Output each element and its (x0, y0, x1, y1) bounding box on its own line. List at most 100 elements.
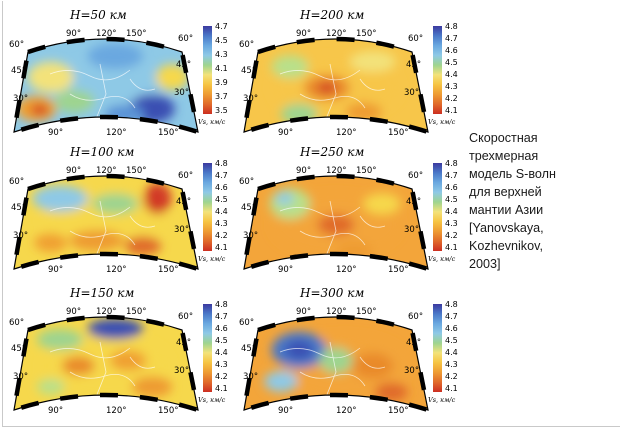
colorbar-tick: 4.5 (215, 194, 228, 204)
lat-label-left: 45° (11, 344, 27, 354)
lat-label-left: 60° (239, 177, 255, 187)
lon-label-top: 120° (326, 307, 347, 317)
lon-label-top: 90° (296, 29, 312, 39)
colorbar-tick: 4.3 (215, 359, 228, 369)
boundary-lines (49, 63, 156, 120)
boundary-lines (279, 63, 386, 120)
lat-label-right: 60° (178, 171, 194, 181)
velocity-anomaly (104, 104, 145, 124)
lat-label-right: 30° (174, 366, 190, 376)
velocity-anomaly (352, 352, 394, 379)
colorbar-tick: 4.2 (215, 230, 228, 240)
lon-label-bottom: 90° (48, 406, 64, 416)
lon-label-bottom: 120° (106, 406, 127, 416)
velocity-anomaly (363, 193, 401, 215)
lat-label-right: 30° (174, 225, 190, 235)
colorbar-tick: 3.5 (215, 105, 228, 115)
figure-frame (2, 1, 620, 427)
lat-label-left: 60° (239, 318, 255, 328)
colorbar-tick: 4.2 (445, 371, 458, 381)
colorbar-tick: 4.8 (215, 300, 228, 309)
colorbar-unit: Vs, км/с (198, 396, 226, 404)
lat-label-left: 30° (243, 372, 259, 382)
lon-label-bottom: 150° (158, 406, 179, 416)
caption-line: 2003] (469, 257, 501, 271)
velocity-anomaly (143, 182, 172, 215)
graticule-frame (241, 36, 431, 136)
velocity-anomaly (37, 378, 65, 395)
colorbar-tick: 4.2 (215, 371, 228, 381)
caption-line: трехмерная (469, 149, 539, 163)
lon-label-top: 120° (326, 166, 347, 176)
caption-line: мантии Азии (469, 203, 544, 217)
colorbar (433, 304, 442, 392)
lat-label-left: 60° (239, 40, 255, 50)
lon-label-bottom: 90° (278, 406, 294, 416)
velocity-anomaly (345, 102, 382, 122)
lon-label-top: 120° (96, 29, 117, 39)
velocity-anomaly (285, 340, 313, 360)
velocity-map (11, 36, 201, 136)
lat-label-left: 30° (13, 231, 29, 241)
colorbar-tick: 3.7 (215, 91, 228, 101)
map-panel-p250: H=250 км 90° 120° 150° 90° 120° 150° 60° 45° 30° 6… (238, 145, 458, 285)
colorbar-tick: 4.8 (445, 300, 458, 309)
colorbar-tick: 4.4 (215, 206, 228, 216)
colorbar-tick: 3.9 (215, 77, 228, 87)
lon-label-bottom: 90° (48, 128, 64, 138)
velocity-anomaly (317, 214, 355, 236)
lat-label-right: 30° (404, 88, 420, 98)
lon-label-top: 90° (66, 307, 82, 317)
panel-title: H=100 км (70, 145, 135, 159)
lon-label-top: 150° (356, 307, 377, 317)
panel-title: H=150 км (70, 286, 135, 300)
lat-label-right: 30° (404, 366, 420, 376)
colorbar-tick: 4.5 (445, 194, 458, 204)
lon-label-bottom: 120° (336, 406, 357, 416)
colorbar-tick: 4.5 (445, 57, 458, 67)
colorbar-tick: 4.7 (215, 311, 228, 321)
graticule-frame (11, 173, 201, 273)
map-panel-p50: H=50 км 90° 120° 150° 90° 120° 150° 60° 45° 30° 60… (8, 8, 228, 148)
colorbar-tick: 4.6 (445, 45, 458, 55)
caption-line: модель S-волн (469, 167, 556, 181)
colorbar-tick: 4.7 (215, 170, 228, 180)
colorbar-tick: 4.4 (445, 206, 458, 216)
map-panel-p100: H=100 км 90° 120° 150° 90° 120° 150° 60° 45° 30° 6… (8, 145, 228, 285)
lon-label-top: 150° (126, 29, 147, 39)
lat-label-left: 45° (241, 66, 257, 76)
boundary-lines (49, 200, 156, 257)
lat-label-right: 30° (404, 225, 420, 235)
lat-label-left: 60° (9, 177, 25, 187)
colorbar-tick: 4.8 (445, 22, 458, 31)
caption-line: Скоростная (469, 131, 538, 145)
velocity-anomaly (27, 61, 74, 93)
lat-label-right: 60° (408, 34, 424, 44)
colorbar-tick: 4.1 (445, 383, 458, 393)
lon-label-top: 150° (356, 166, 377, 176)
lon-label-bottom: 150° (158, 265, 179, 275)
lon-label-top: 150° (126, 307, 147, 317)
map-panel-p150: H=150 км 90° 120° 150° 90° 120° 150° 60° 45° 30° 6… (8, 286, 228, 426)
velocity-anomaly (87, 318, 143, 340)
velocity-anomaly (317, 82, 336, 93)
lon-label-bottom: 90° (48, 265, 64, 275)
colorbar-tick: 4.5 (215, 335, 228, 345)
colorbar-tick: 4.6 (215, 182, 228, 192)
lon-label-top: 120° (96, 166, 117, 176)
lon-label-top: 120° (326, 29, 347, 39)
velocity-anomaly (336, 241, 373, 261)
lat-label-left: 60° (9, 318, 25, 328)
map-panel-p200: H=200 км 90° 120° 150° 90° 120° 150° 60° 45° 30° 6… (238, 8, 458, 148)
colorbar-tick: 4.2 (445, 93, 458, 103)
lat-label-right: 60° (178, 312, 194, 322)
velocity-anomaly (131, 376, 173, 398)
lat-label-right: 60° (408, 312, 424, 322)
velocity-anomaly (374, 382, 408, 402)
colorbar-tick: 4.4 (445, 69, 458, 79)
colorbar-tick: 4.8 (215, 159, 228, 168)
graticule-frame (11, 314, 201, 414)
colorbar-tick: 4.4 (215, 347, 228, 357)
lat-label-right: 60° (408, 171, 424, 181)
boundary-lines (49, 341, 156, 398)
